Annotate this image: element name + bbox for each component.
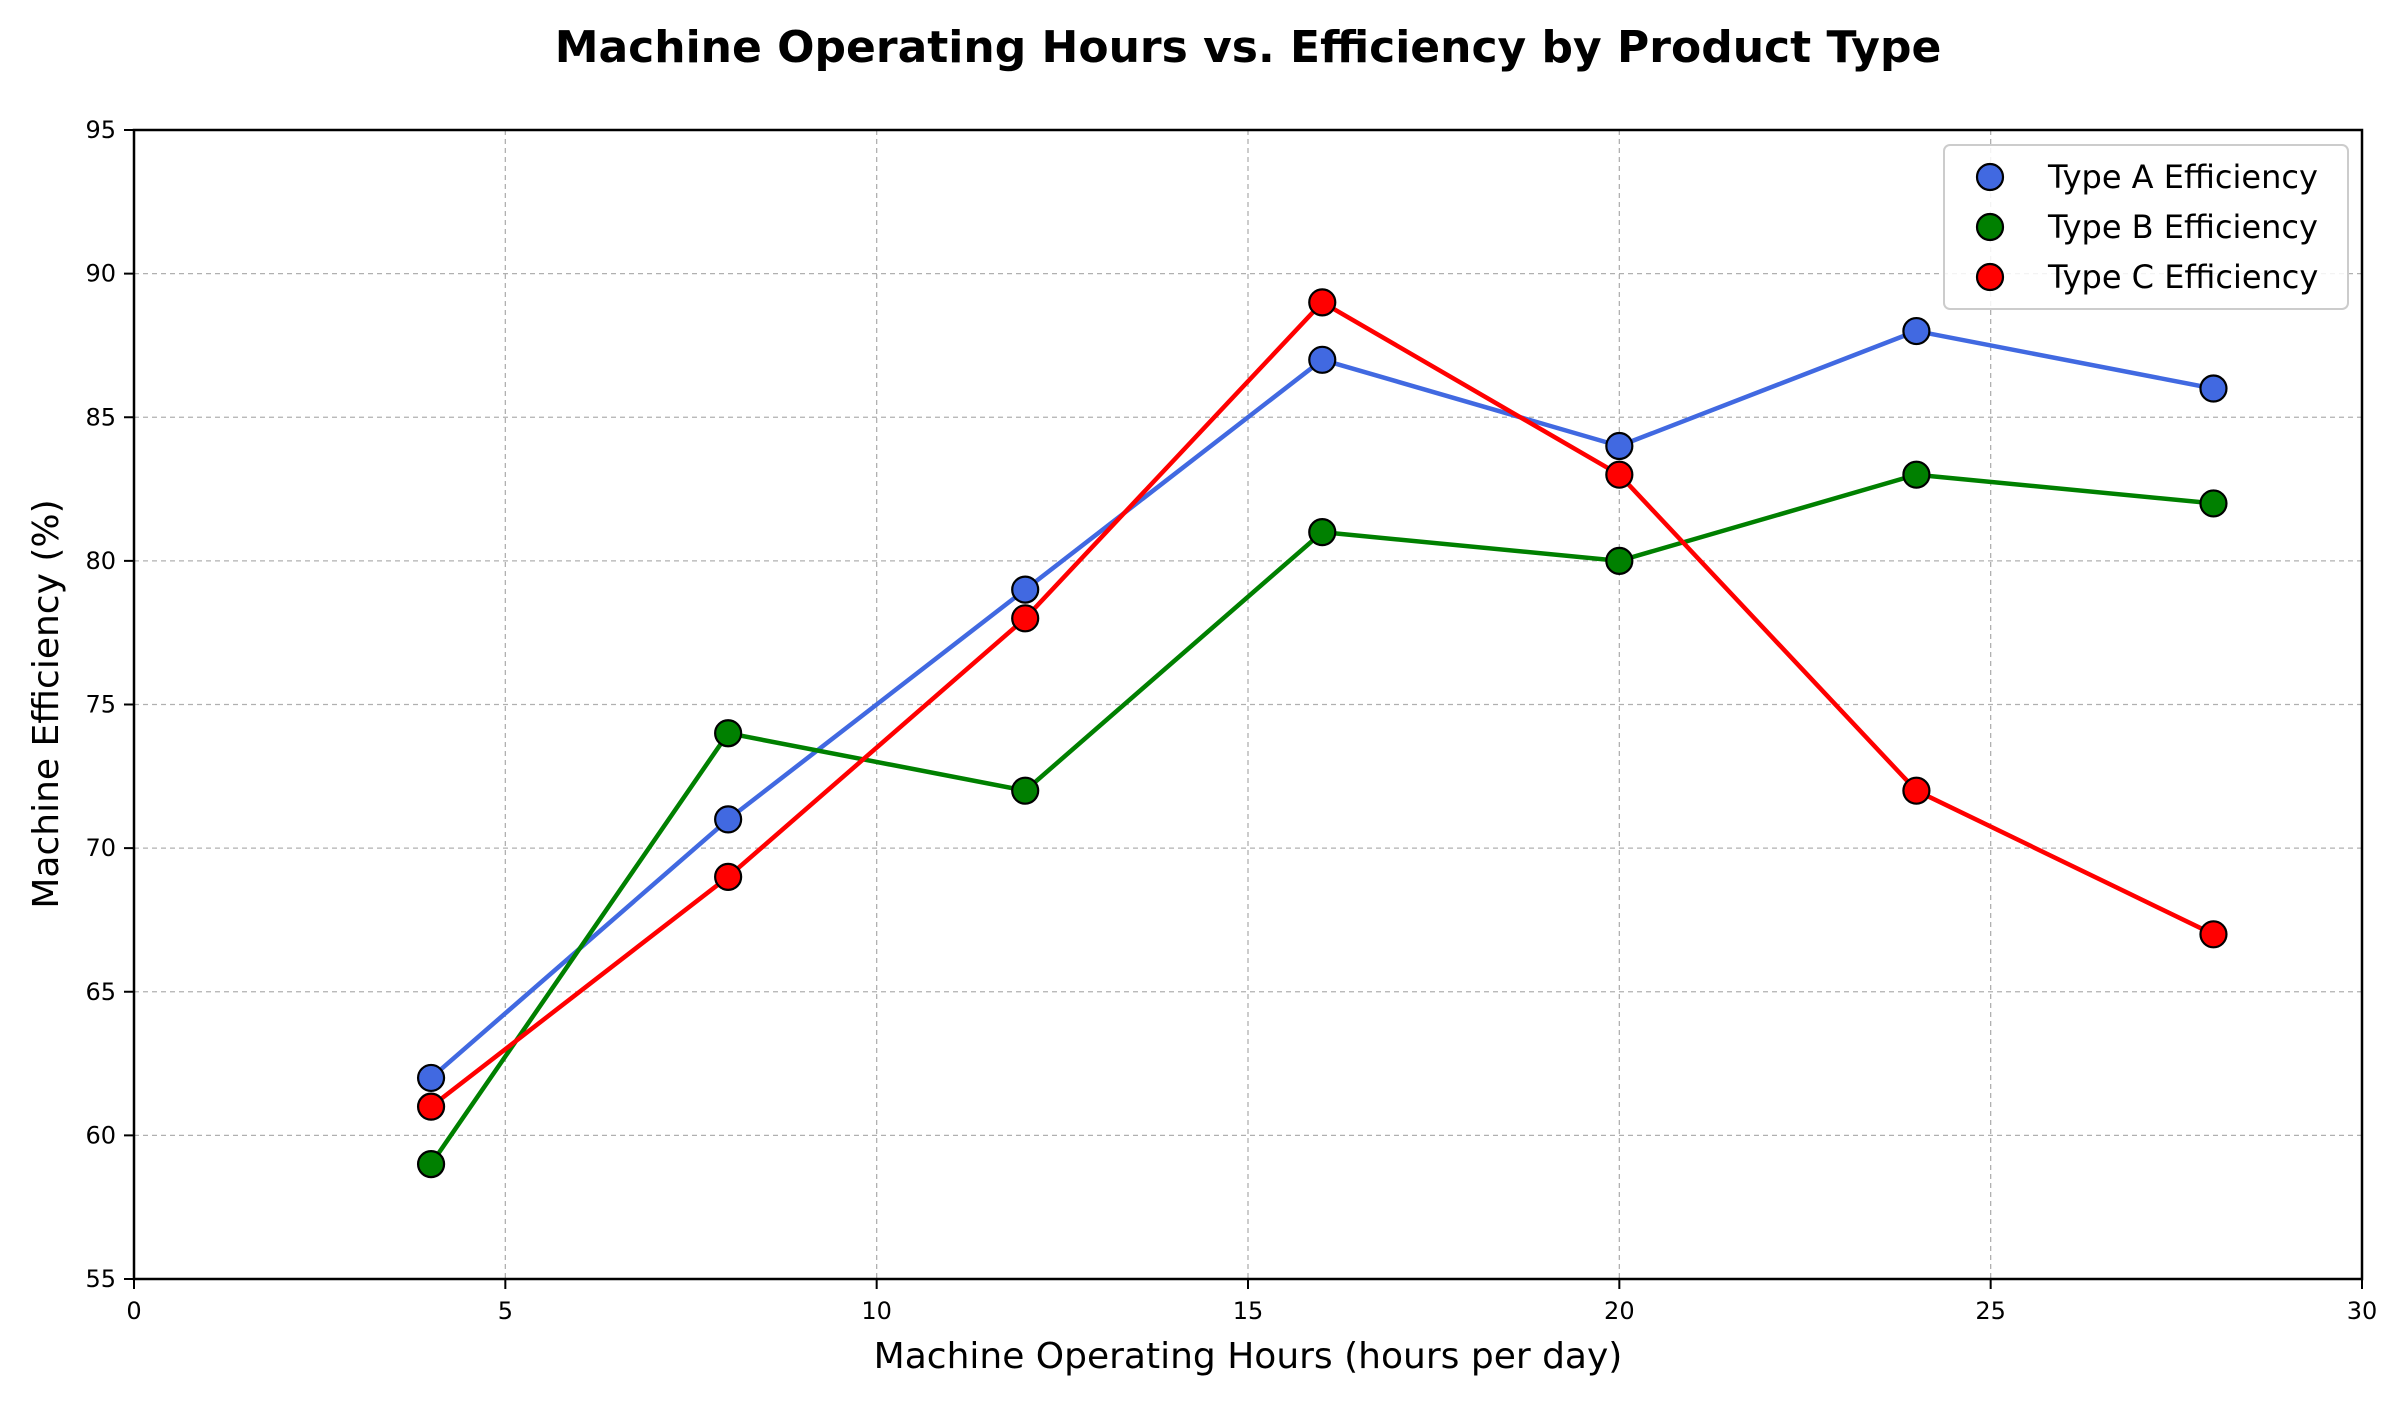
data-point-series-2 xyxy=(416,1149,446,1179)
chart-title: Machine Operating Hours vs. Efficiency b… xyxy=(555,22,1942,73)
data-point-series-2 xyxy=(2199,489,2228,518)
axis-ticks: 0 5 10 15 20 25 30 55 60 65 70 75 80 85 90 95 xyxy=(85,116,2377,1325)
y-tick-label: 95 xyxy=(85,116,116,144)
data-point-series-3 xyxy=(1605,460,1634,489)
data-point-series-1 xyxy=(1308,345,1337,374)
x-tick-label: 30 xyxy=(2347,1297,2378,1325)
data-point-series-2 xyxy=(714,719,743,748)
y-tick-label: 60 xyxy=(85,1121,116,1149)
data-point-series-2 xyxy=(1605,546,1634,575)
legend: Type A Efficiency Type B Efficiency Type C… xyxy=(1943,144,2349,310)
legend-marker xyxy=(1975,212,2005,242)
y-tick-label: 80 xyxy=(85,547,116,575)
data-point-series-3 xyxy=(714,862,743,891)
y-axis-label: Machine Efficiency (%) xyxy=(26,499,67,908)
legend-label: Type A Efficiency xyxy=(2047,158,2318,196)
grid-lines xyxy=(134,130,2362,1279)
data-point-series-3 xyxy=(2199,920,2228,949)
legend-label: Type B Efficiency xyxy=(2047,208,2318,246)
y-tick-label: 85 xyxy=(85,403,116,431)
data-point-series-1 xyxy=(1605,431,1634,461)
legend-marker xyxy=(1975,262,2005,292)
y-tick-label: 70 xyxy=(85,834,116,862)
data-point-series-3 xyxy=(1308,288,1337,317)
y-tick-label: 75 xyxy=(85,691,116,719)
y-tick-label: 65 xyxy=(85,978,116,1006)
data-point-series-2 xyxy=(1011,776,1040,805)
legend-marker xyxy=(1975,162,2005,192)
data-point-series-3 xyxy=(416,1092,446,1121)
data-point-series-1 xyxy=(714,805,743,834)
data-point-series-1 xyxy=(2199,374,2228,403)
data-points xyxy=(416,288,2228,1179)
data-point-series-1 xyxy=(1902,316,1931,346)
data-point-series-1 xyxy=(416,1063,446,1093)
data-point-series-1 xyxy=(1011,575,1040,604)
x-tick-label: 15 xyxy=(1233,1297,1264,1325)
data-point-series-3 xyxy=(1011,604,1040,633)
x-tick-label: 20 xyxy=(1604,1297,1635,1325)
x-tick-label: 0 xyxy=(126,1297,141,1325)
data-point-series-3 xyxy=(1902,776,1931,805)
data-point-series-2 xyxy=(1308,518,1337,547)
x-tick-label: 10 xyxy=(861,1297,892,1325)
x-axis-label: Machine Operating Hours (hours per day) xyxy=(874,1336,1623,1377)
data-point-series-2 xyxy=(1902,460,1931,489)
x-tick-label: 25 xyxy=(1975,1297,2006,1325)
y-tick-label: 55 xyxy=(85,1265,116,1293)
y-tick-label: 90 xyxy=(85,260,116,288)
x-tick-label: 5 xyxy=(498,1297,513,1325)
legend-label: Type C Efficiency xyxy=(2047,258,2318,296)
legend-box xyxy=(1943,144,2349,310)
